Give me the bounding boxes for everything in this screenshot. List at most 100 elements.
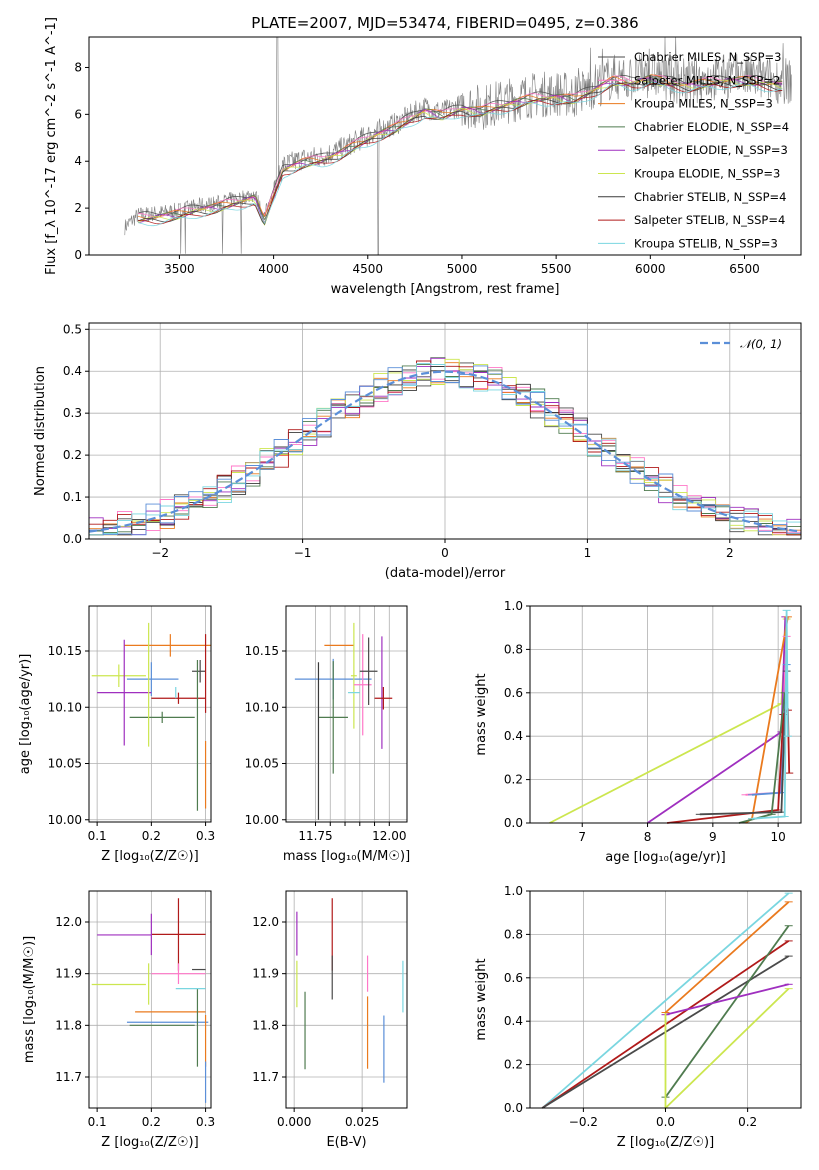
model-fit-line <box>137 75 783 222</box>
x-tick-label: −1 <box>294 546 312 560</box>
legend-label: Kroupa ELODIE, N_SSP=3 <box>634 167 780 181</box>
y-tick-label: 11.9 <box>55 967 82 981</box>
x-tick-label: 6500 <box>729 262 760 276</box>
y-tick-label: 6 <box>74 107 82 121</box>
y-tick-label: 11.8 <box>55 1018 82 1032</box>
legend-label: Kroupa MILES, N_SSP=3 <box>634 97 773 111</box>
legend-label: Salpeter STELIB, N_SSP=4 <box>634 213 785 227</box>
y-tick-label: 0.2 <box>504 773 523 787</box>
mass-weight-line <box>664 987 790 1111</box>
x-tick-label: 8 <box>644 830 652 844</box>
mass-weight-line <box>751 610 789 820</box>
x-tick-label: 0.3 <box>196 1115 215 1129</box>
x-tick-label: 0.0 <box>656 1115 675 1129</box>
y-axis-label: mass [log₁₀(M/M☉)] <box>22 936 37 1063</box>
y-tick-label: 10.00 <box>48 813 82 827</box>
x-tick-label: 0.025 <box>345 1115 379 1129</box>
y-tick-label: 12.0 <box>55 915 82 929</box>
x-axis-label: age [log₁₀(age/yr)] <box>605 850 726 865</box>
x-tick-label: 4000 <box>258 262 289 276</box>
y-axis-label: Normed distribution <box>33 366 48 496</box>
x-tick-label: 1 <box>584 546 592 560</box>
y-tick-label: 0.0 <box>63 532 82 546</box>
y-axis-label: age [log₁₀(age/yr)] <box>18 654 33 775</box>
residual-histogram-panel: −2 −1 0 1 2 0.0 0.1 0.2 0.3 0.4 0.5 (data-model)/er… <box>33 322 802 581</box>
mass-weight-line <box>646 616 787 824</box>
y-tick-label: 11.7 <box>252 1070 279 1084</box>
legend-label: Kroupa STELIB, N_SSP=3 <box>634 236 778 250</box>
y-tick-label: 0.4 <box>504 729 523 743</box>
x-tick-label: 6000 <box>635 262 666 276</box>
gaussian-curve <box>88 370 802 533</box>
x-axis-label: mass [log₁₀(M/M☉)] <box>283 849 410 864</box>
x-tick-label: 0.1 <box>88 1115 107 1129</box>
ebv-mass-panel: 0.000 0.025 11.7 11.8 11.9 12.0 E(B-V) <box>252 890 408 1150</box>
y-tick-label: 0.0 <box>504 1101 523 1115</box>
mass-weight-line <box>665 983 789 1016</box>
y-tick-label: 0.2 <box>63 448 82 462</box>
x-axis-label: Z [log₁₀(Z/Z☉)] <box>101 1135 198 1150</box>
x-tick-label: 0.000 <box>277 1115 311 1129</box>
x-tick-label: 0.3 <box>196 829 215 843</box>
y-tick-label: 11.7 <box>55 1070 82 1084</box>
axes-frame <box>88 36 802 256</box>
y-tick-label: 0.8 <box>504 927 523 941</box>
y-tick-label: 8 <box>74 60 82 74</box>
x-tick-label: 0.2 <box>142 1115 161 1129</box>
y-tick-label: 10.15 <box>48 644 82 658</box>
y-tick-label: 1.0 <box>504 884 523 898</box>
metallicity-age-panel: 0.1 0.2 0.3 10.00 10.05 10.10 10.15 Z [log₁₀(Z/… <box>18 605 215 864</box>
y-tick-label: 0.4 <box>63 364 82 378</box>
x-axis-label: (data-model)/error <box>385 566 506 581</box>
x-axis-label: wavelength [Angstrom, rest frame] <box>331 282 560 297</box>
y-tick-label: 0.6 <box>504 971 523 985</box>
x-tick-label: 4500 <box>352 262 383 276</box>
x-axis-label: Z [log₁₀(Z/Z☉)] <box>617 1135 714 1150</box>
x-tick-label: −0.2 <box>569 1115 598 1129</box>
x-tick-label: 3500 <box>164 262 195 276</box>
y-tick-label: 10.15 <box>245 644 279 658</box>
axes-frame <box>285 890 408 1109</box>
mass-age-panel: 11.75 12.00 10.00 10.05 10.10 10.15 mass [log₁… <box>245 605 410 864</box>
y-tick-label: 11.9 <box>252 967 279 981</box>
x-tick-label: 12.00 <box>372 829 406 843</box>
y-tick-label: 0.4 <box>504 1014 523 1028</box>
model-fit-line <box>137 75 783 218</box>
observed-spectrum-line <box>124 36 792 256</box>
legend-label: Chabrier ELODIE, N_SSP=4 <box>634 120 789 134</box>
x-tick-label: 5500 <box>541 262 572 276</box>
y-tick-label: 10.00 <box>245 813 279 827</box>
y-tick-label: 0.1 <box>63 490 82 504</box>
spectrum-panel: PLATE=2007, MJD=53474, FIBERID=0495, z=0… <box>44 14 802 297</box>
y-axis-label: Flux [f_λ 10^-17 erg cm^-2 s^-1 A^-1] <box>44 17 59 275</box>
x-tick-label: 7 <box>578 830 586 844</box>
x-tick-label: −2 <box>151 546 169 560</box>
axes-frame <box>88 605 212 823</box>
x-tick-label: 11.75 <box>298 829 332 843</box>
x-tick-label: 10 <box>771 830 786 844</box>
y-tick-label: 0.0 <box>504 816 523 830</box>
model-fit-line <box>137 79 783 226</box>
model-fit-line <box>137 81 783 226</box>
axes-frame <box>285 605 408 823</box>
mass-weight-line <box>666 708 791 824</box>
legend-label: 𝒩(0, 1) <box>740 337 782 351</box>
legend-label: Chabrier MILES, N_SSP=3 <box>634 50 781 64</box>
y-tick-label: 12.0 <box>252 915 279 929</box>
y-tick-label: 0.6 <box>504 686 523 700</box>
x-tick-label: 9 <box>709 830 717 844</box>
y-tick-label: 10.05 <box>48 757 82 771</box>
x-tick-label: 0.2 <box>738 1115 757 1129</box>
legend-label: Salpeter ELODIE, N_SSP=3 <box>634 143 788 157</box>
y-tick-label: 10.05 <box>245 757 279 771</box>
model-fit-line <box>137 81 783 227</box>
x-tick-label: 0 <box>441 546 449 560</box>
age-massweight-panel: 7 8 9 10 0.0 0.2 0.4 0.6 0.8 1.0 age [log₁₀(age/yr… <box>474 599 802 865</box>
x-axis-label: Z [log₁₀(Z/Z☉)] <box>101 849 198 864</box>
mass-weight-line <box>664 901 790 1014</box>
y-tick-label: 0.3 <box>63 406 82 420</box>
legend-label: Salpeter MILES, N_SSP=2 <box>634 73 780 87</box>
axes-frame <box>529 605 802 824</box>
x-axis-label: E(B-V) <box>326 1135 366 1150</box>
